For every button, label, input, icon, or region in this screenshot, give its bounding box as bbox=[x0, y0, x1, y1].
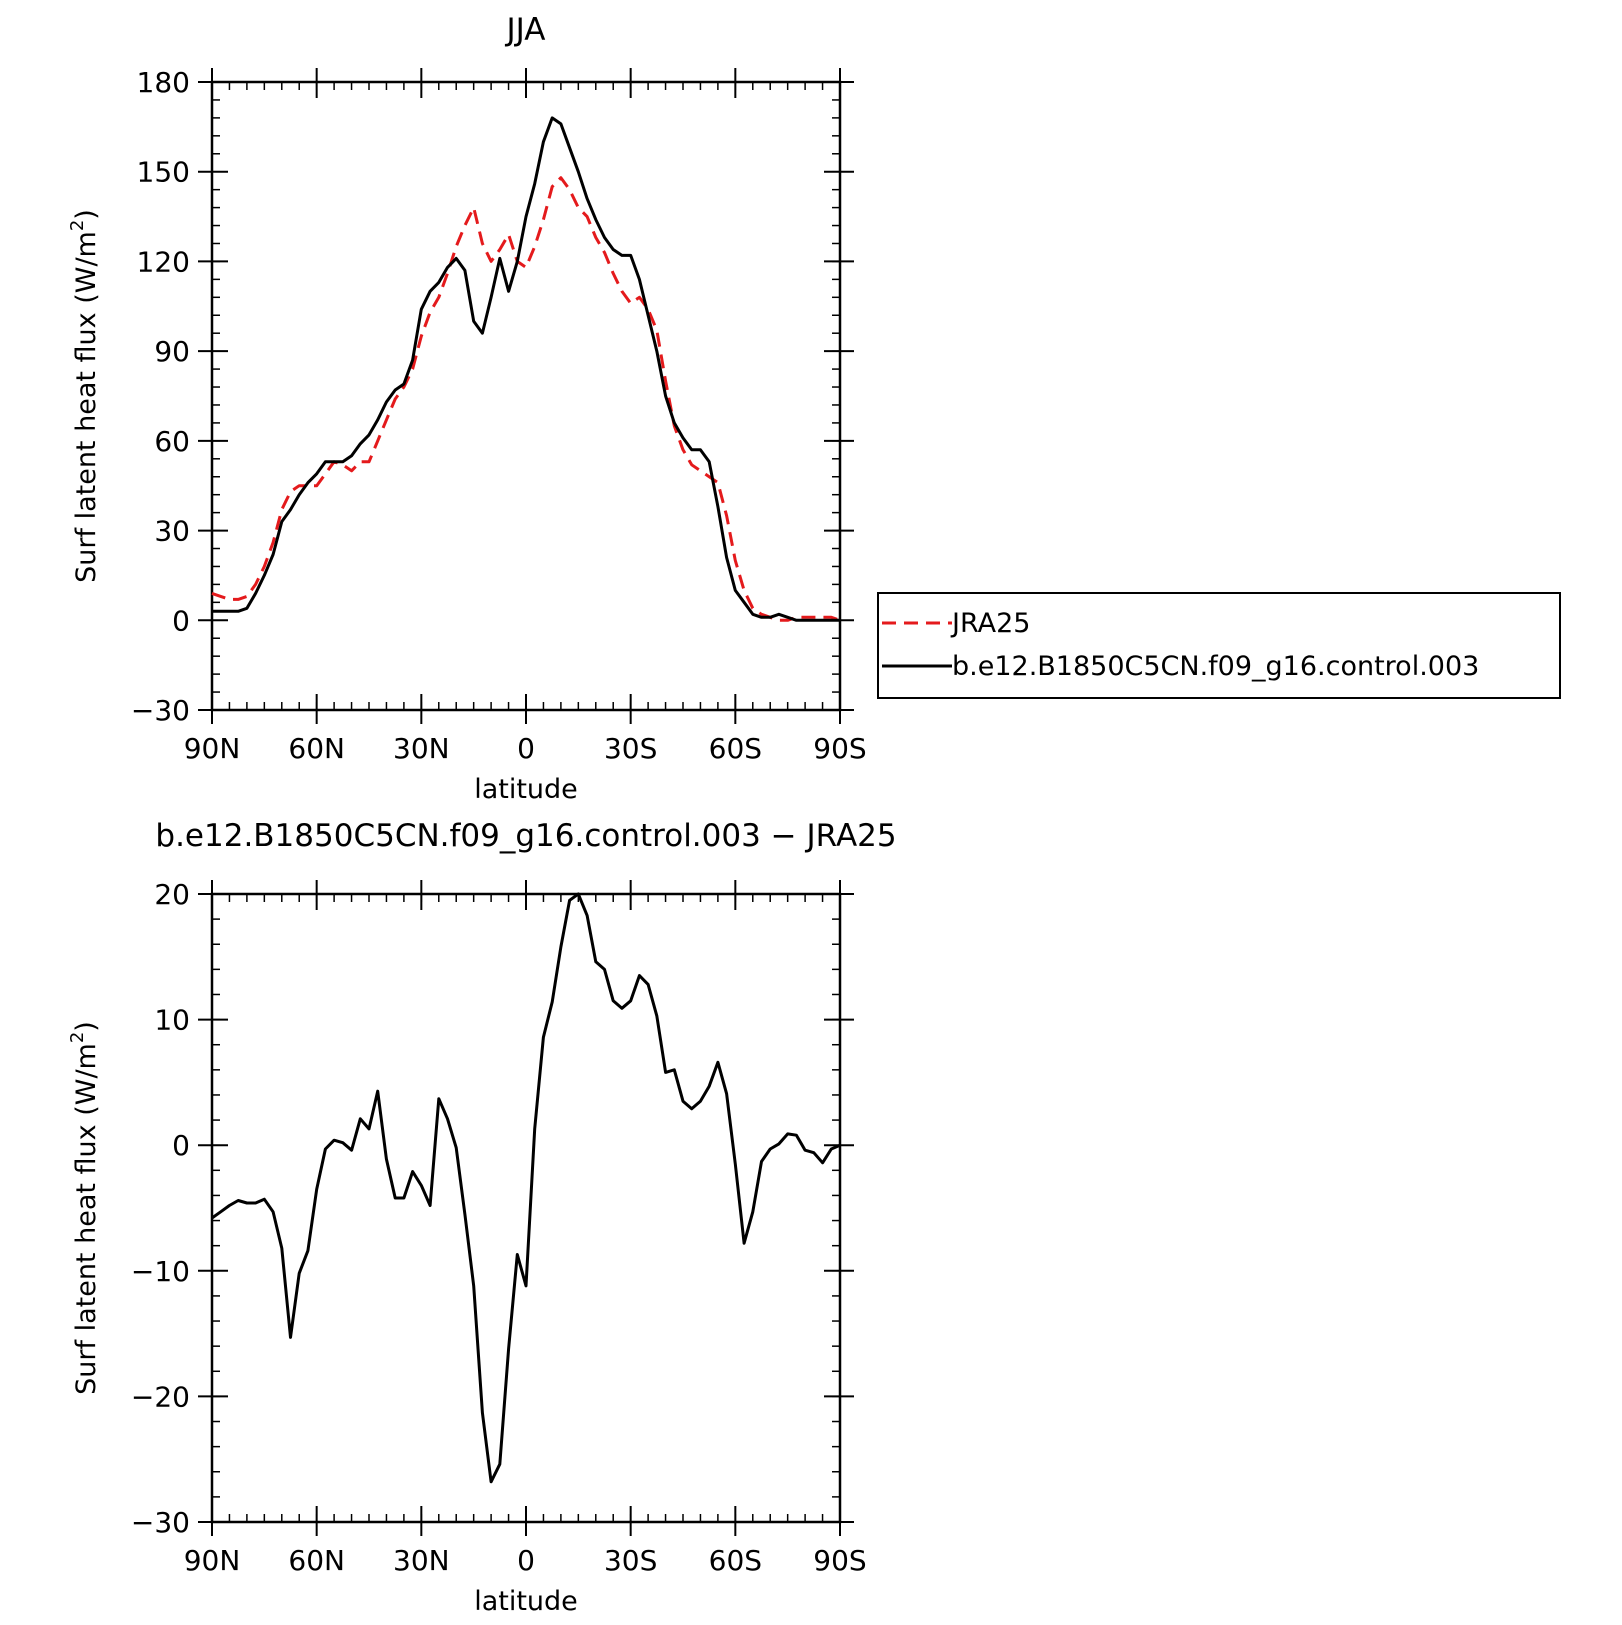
y-tick-label: 30 bbox=[154, 515, 190, 548]
y-tick-label: 20 bbox=[154, 878, 190, 911]
y-tick-label: −10 bbox=[131, 1255, 190, 1288]
y-tick-label: −30 bbox=[131, 1506, 190, 1539]
y-tick-label: 10 bbox=[154, 1004, 190, 1037]
x-tick-label: 30S bbox=[604, 732, 657, 765]
y-tick-label: 60 bbox=[154, 425, 190, 458]
y-axis-label: Surf latent heat flux (W/m2) bbox=[67, 1021, 102, 1395]
x-tick-label: 30N bbox=[393, 732, 450, 765]
x-axis-label: latitude bbox=[474, 774, 578, 805]
y-tick-label: −20 bbox=[131, 1380, 190, 1413]
x-tick-label: 30N bbox=[393, 1544, 450, 1577]
x-tick-label: 60N bbox=[288, 1544, 345, 1577]
x-tick-label: 30S bbox=[604, 1544, 657, 1577]
y-tick-label: −30 bbox=[131, 694, 190, 727]
chart-title: b.e12.B1850C5CN.f09_g16.control.003 − JR… bbox=[155, 818, 896, 854]
bottom-panel-difference: b.e12.B1850C5CN.f09_g16.control.003 − JR… bbox=[67, 818, 897, 1617]
x-tick-label: 60N bbox=[288, 732, 345, 765]
plot-frame bbox=[210, 80, 842, 712]
legend-label-1: b.e12.B1850C5CN.f09_g16.control.003 bbox=[952, 651, 1479, 682]
series-line-0 bbox=[211, 892, 841, 1484]
x-tick-label: 90N bbox=[184, 1544, 241, 1577]
y-axis-label: Surf latent heat flux (W/m2) bbox=[67, 209, 102, 583]
x-tick-label: 60S bbox=[709, 732, 762, 765]
x-tick-label: 90S bbox=[813, 732, 866, 765]
chart-title: JJA bbox=[505, 12, 546, 48]
y-tick-label: 180 bbox=[137, 66, 190, 99]
legend: JRA25 b.e12.B1850C5CN.f09_g16.control.003 bbox=[877, 592, 1561, 699]
x-tick-label: 60S bbox=[709, 1544, 762, 1577]
series-line-1 bbox=[212, 116, 840, 622]
x-tick-label: 0 bbox=[517, 732, 535, 765]
y-tick-label: 0 bbox=[172, 604, 190, 637]
x-tick-label: 90N bbox=[184, 732, 241, 765]
y-tick-label: 90 bbox=[154, 335, 190, 368]
x-tick-label: 0 bbox=[517, 1544, 535, 1577]
y-tick-label: 150 bbox=[137, 156, 190, 189]
top-panel-jja: JJA 180 150 120 90 60 30 0 −30 90N 60N 30N 0 30S 60S 90… bbox=[67, 12, 1561, 805]
legend-label-0: JRA25 bbox=[950, 608, 1030, 639]
y-tick-label: 0 bbox=[172, 1129, 190, 1162]
y-tick-label: 120 bbox=[137, 245, 190, 278]
x-tick-label: 90S bbox=[813, 1544, 866, 1577]
plot-frame bbox=[210, 892, 842, 1524]
x-axis-label: latitude bbox=[474, 1586, 578, 1617]
series-line-0 bbox=[211, 176, 841, 622]
legend-box bbox=[877, 592, 1561, 699]
